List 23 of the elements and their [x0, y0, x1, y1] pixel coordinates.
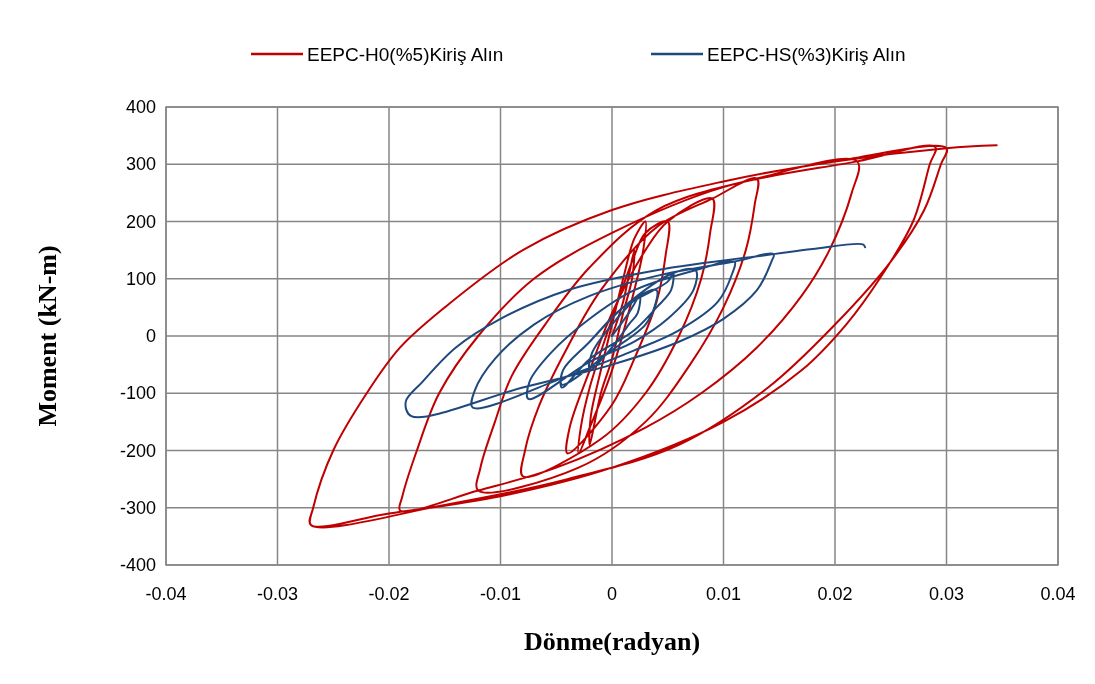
x-axis-title: Dönme(radyan): [523, 627, 701, 656]
legend-label: EEPC-HS(%3)Kiriş Alın: [707, 44, 906, 65]
x-tick-label: 0: [606, 584, 618, 604]
y-tick-label: 0: [145, 326, 156, 346]
x-tick-label: 0.03: [928, 584, 965, 604]
y-axis-title: Moment (kN-m): [33, 245, 62, 427]
y-tick-label: -400: [119, 555, 156, 575]
y-tick-label: -100: [119, 383, 156, 404]
x-tick-label: 0.02: [817, 584, 853, 604]
y-tick-label: 300: [125, 154, 156, 175]
legend-label: EEPC-H0(%5)Kiriş Alın: [307, 44, 504, 65]
x-tick-label: -0.01: [479, 584, 522, 604]
line-series: [404, 243, 867, 418]
x-tick-label: -0.02: [368, 584, 410, 604]
y-tick-label: -200: [119, 440, 156, 461]
x-tick-label: 0.04: [1040, 584, 1076, 604]
x-tick-label: -0.03: [256, 584, 299, 604]
y-tick-label: 400: [125, 97, 156, 117]
y-tick-label: 100: [125, 268, 156, 289]
y-tick-label: 200: [125, 211, 156, 232]
x-tick-label: -0.04: [145, 584, 187, 604]
x-tick-label: 0.01: [705, 584, 742, 604]
y-tick-label: -300: [119, 497, 156, 518]
